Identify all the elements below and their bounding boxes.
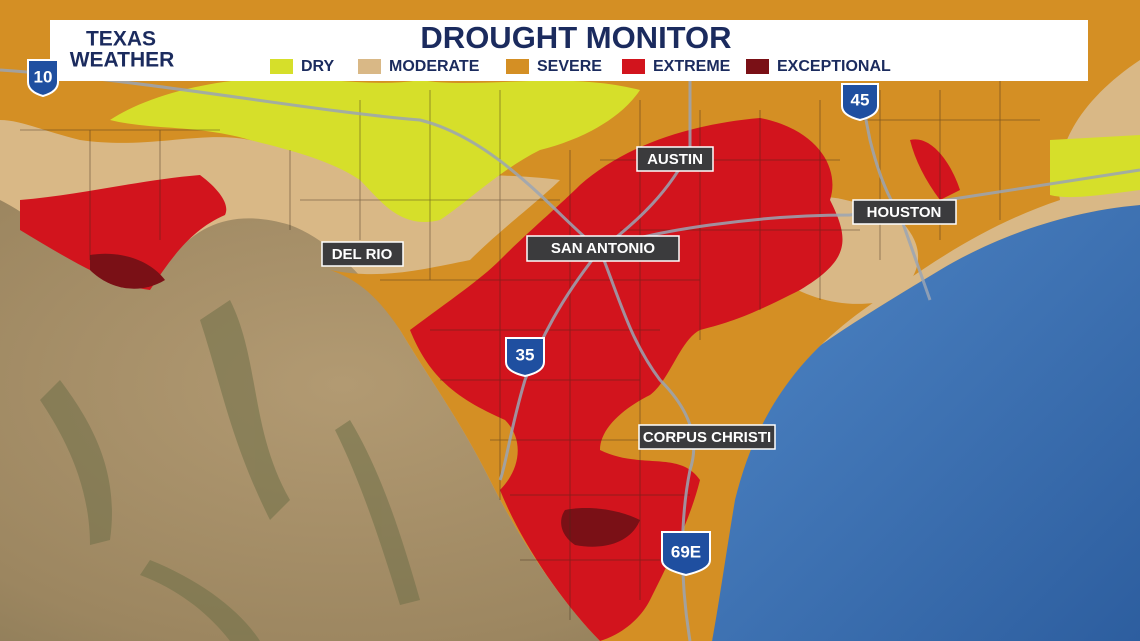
legend-swatch [506,59,529,74]
city-name: HOUSTON [867,204,942,221]
legend-label: EXCEPTIONAL [777,58,891,75]
city-name: DEL RIO [332,246,393,263]
drought-area [561,508,640,547]
legend-swatch [358,59,381,74]
drought-area [90,253,165,289]
shield-label: 35 [516,345,535,364]
shield-label: 69E [671,542,701,561]
drought-area [1050,135,1140,198]
city-label: CORPUS CHRISTI [638,424,776,450]
title: DROUGHT MONITOR [420,20,731,55]
legend-label: EXTREME [653,58,731,75]
legend-label: DRY [301,58,335,75]
brand-line: TEXAS [86,28,156,51]
city-label: SAN ANTONIO [526,235,680,262]
legend-swatch [746,59,769,74]
legend-label: MODERATE [389,58,480,75]
terrain-ridges [40,300,420,641]
drought-area [910,139,960,200]
gulf [712,205,1140,641]
city-name: CORPUS CHRISTI [643,429,771,446]
drought-area [20,175,227,290]
drought-area [410,118,843,641]
city-label: DEL RIO [321,241,404,267]
city-name: AUSTIN [647,151,703,168]
shield-label: 45 [851,90,870,109]
shield: 10 [27,59,59,98]
shield: 45 [841,83,879,122]
shield: 69E [661,531,711,577]
header-bar [50,20,1088,81]
city-name: SAN ANTONIO [551,240,656,257]
shield: 35 [505,337,545,378]
legend-swatch [270,59,293,74]
legend-swatch [622,59,645,74]
shield-label: 10 [34,67,53,86]
drought-area [110,77,640,222]
legend: DRY MODERATE SEVERE EXTREME EXCEPTIONAL [270,58,891,75]
city-label: HOUSTON [852,199,957,225]
city-label: AUSTIN [636,146,714,172]
brand-line: WEATHER [70,49,175,72]
legend-label: SEVERE [537,58,602,75]
